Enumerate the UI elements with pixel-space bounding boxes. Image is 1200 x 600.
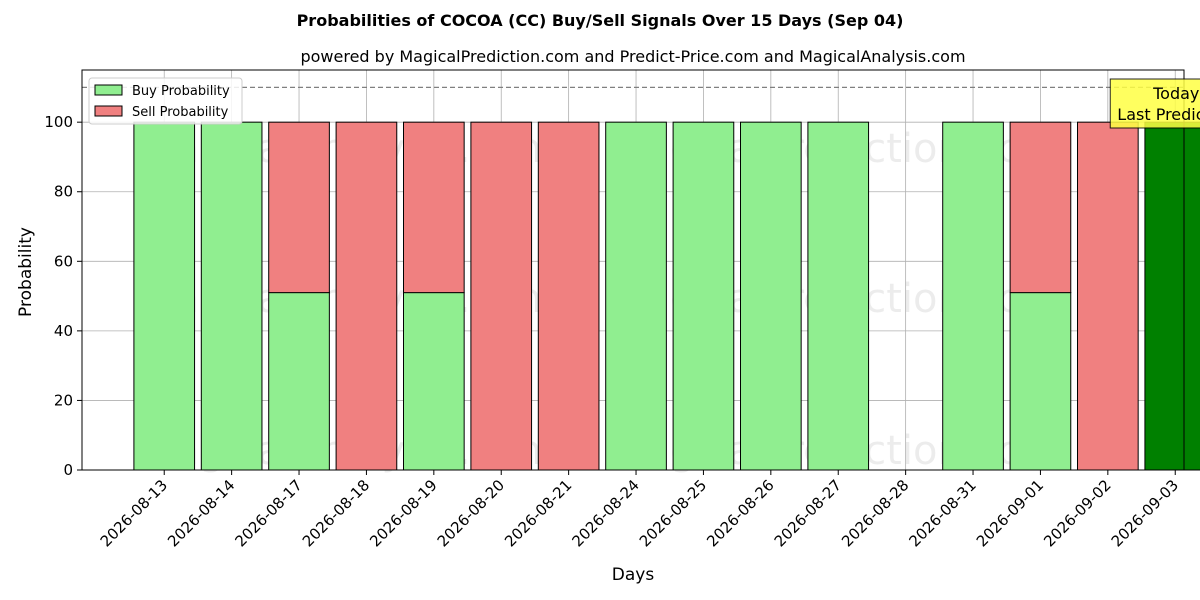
x-tick-label: 2026-09-01	[973, 476, 1047, 550]
x-tick-label: 2026-08-13	[97, 476, 171, 550]
x-tick-label: 2026-08-27	[771, 476, 845, 550]
x-tick-label: 2026-08-26	[703, 476, 777, 550]
legend-swatch	[94, 105, 123, 117]
sell-bar	[268, 121, 330, 294]
x-tick-label: 2026-09-03	[1108, 476, 1182, 550]
legend-label: Buy Probability	[132, 84, 230, 99]
x-tick-label: 2026-08-19	[366, 476, 440, 550]
sell-bar	[335, 121, 398, 471]
annotation-box	[1109, 78, 1200, 129]
buy-bar	[672, 121, 735, 471]
y-tick-label: 0	[63, 461, 73, 479]
x-tick-label: 2026-09-02	[1040, 476, 1114, 550]
plot-area: MagicalAnalysis.comMagicalPrediction.com…	[44, 69, 1200, 550]
x-tick-label: 2026-08-28	[838, 476, 912, 550]
sell-bar	[537, 121, 600, 471]
x-tick-label: 2026-08-18	[299, 476, 373, 550]
y-tick-label: 100	[44, 113, 73, 131]
y-tick-label: 40	[54, 322, 73, 340]
x-tick-label: 2026-08-24	[568, 476, 642, 550]
y-tick-label: 20	[54, 391, 73, 409]
x-axis-label: Days	[612, 565, 655, 585]
x-tick-label: 2026-08-25	[636, 476, 710, 550]
legend-box	[88, 77, 243, 125]
y-tick-label: 60	[54, 252, 73, 270]
buy-bar	[1009, 292, 1072, 471]
sell-bar	[1077, 121, 1139, 471]
x-tick-label: 2026-08-14	[164, 476, 238, 550]
x-tick-label: 2026-08-31	[905, 476, 979, 550]
buy-bar	[807, 121, 870, 471]
buy-bar	[1144, 121, 1200, 471]
annotation-text: Last Prediction	[1117, 105, 1200, 124]
buy-bar	[403, 292, 465, 471]
buy-bar	[133, 121, 196, 471]
buy-bar	[200, 121, 263, 471]
chart-subtitle: powered by MagicalPrediction.com and Pre…	[300, 47, 965, 66]
buy-bar	[740, 121, 802, 471]
plot-frame	[81, 69, 1185, 471]
x-tick-label: 2026-08-21	[501, 476, 575, 550]
y-axis-label: Probability	[16, 227, 36, 317]
sell-bar	[470, 121, 533, 471]
chart-title: Probabilities of COCOA (CC) Buy/Sell Sig…	[297, 11, 904, 30]
x-tick-label: 2026-08-20	[434, 476, 508, 550]
y-tick-label: 80	[54, 183, 73, 201]
sell-bar	[1009, 121, 1072, 294]
legend-label: Sell Probability	[132, 105, 229, 120]
x-tick-label: 2026-08-17	[231, 476, 305, 550]
sell-bar	[403, 121, 465, 294]
buy-bar	[605, 121, 667, 471]
buy-bar	[268, 292, 330, 471]
legend-swatch	[94, 84, 123, 96]
buy-bar	[942, 121, 1004, 471]
annotation-text: Today	[1152, 84, 1199, 103]
